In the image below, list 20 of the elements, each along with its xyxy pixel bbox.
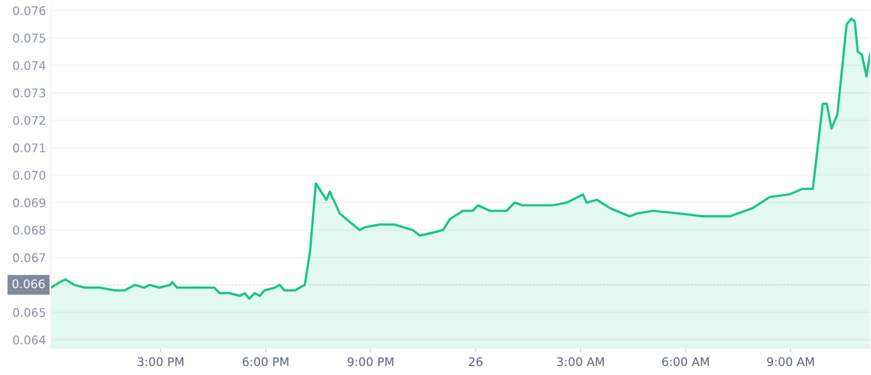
y-tick-label: 0.071 bbox=[13, 143, 46, 152]
x-tick-label: 9:00 AM bbox=[767, 357, 814, 366]
y-tick-label: 0.069 bbox=[13, 198, 46, 208]
y-tick-label: 0.074 bbox=[13, 61, 46, 70]
x-tick-label: 6:00 AM bbox=[662, 357, 709, 366]
y-tick-label: 0.065 bbox=[13, 308, 46, 317]
x-tick-label: 3:00 PM bbox=[138, 357, 184, 366]
y-tick-label: 0.067 bbox=[13, 253, 46, 262]
y-tick-label: 0.075 bbox=[13, 34, 46, 43]
x-tick-label: 6:00 PM bbox=[242, 357, 288, 366]
y-tick-label: 0.070 bbox=[13, 170, 46, 180]
x-tick-label: 9:00 PM bbox=[348, 357, 394, 366]
y-tick-label: 0.068 bbox=[13, 226, 46, 235]
y-tick-label: 0.072 bbox=[13, 116, 45, 125]
ref-line-label: 0.066 bbox=[12, 279, 45, 288]
y-tick-label: 0.076 bbox=[13, 6, 46, 16]
x-tick-label: 26 bbox=[469, 357, 482, 366]
x-tick-label: 3:00 AM bbox=[557, 357, 604, 366]
y-tick-label: 0.064 bbox=[13, 335, 46, 344]
y-tick-label: 0.073 bbox=[13, 88, 46, 98]
